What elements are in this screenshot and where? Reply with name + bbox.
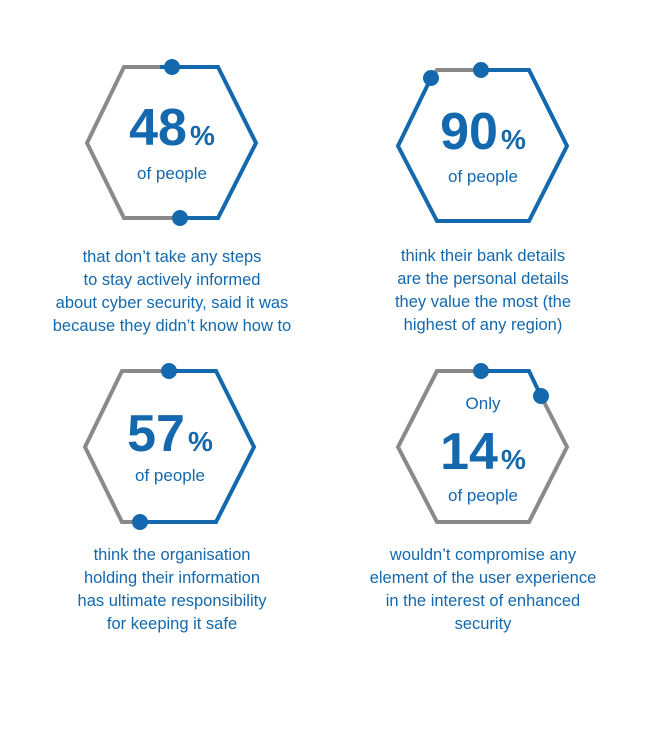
node-dot-right bbox=[533, 388, 549, 404]
caption-line: highest of any region) bbox=[403, 316, 563, 334]
hexagon-badge: 57% of people bbox=[80, 363, 260, 530]
stat-unit: % bbox=[188, 426, 213, 457]
caption-line: security bbox=[454, 615, 512, 633]
node-dot-left bbox=[423, 70, 439, 86]
caption-line: they value the most (the bbox=[394, 293, 572, 311]
stat-label: of people bbox=[135, 466, 205, 485]
caption-line: about cyber security, said it was bbox=[55, 294, 289, 312]
hexagon-grey-segment bbox=[82, 369, 168, 524]
node-dot-top bbox=[473, 62, 489, 78]
hexagon-blue-segment bbox=[140, 369, 257, 524]
stat-caption: wouldn’t compromise any element of the u… bbox=[333, 544, 633, 636]
caption-line: are the personal details bbox=[397, 270, 569, 288]
caption-line: wouldn’t compromise any bbox=[389, 546, 577, 564]
node-dot-bottom bbox=[172, 210, 188, 226]
stat-unit: % bbox=[501, 444, 526, 475]
stat-card-1: 48% of people that don’t take any steps … bbox=[22, 59, 322, 350]
hexagon-badge: Only 14% of people bbox=[393, 363, 573, 524]
caption-line: in the interest of enhanced bbox=[385, 592, 581, 610]
stat-card-2: 90% of people think their bank details a… bbox=[333, 62, 633, 353]
hexagon-grey-segment bbox=[84, 65, 180, 220]
hexagon-blue-segment bbox=[395, 68, 570, 223]
stat-prefix: Only bbox=[466, 394, 501, 413]
stat-label: of people bbox=[448, 167, 518, 186]
caption-line: think their bank details bbox=[400, 247, 566, 265]
hexagon-blue-segment bbox=[481, 369, 543, 397]
svg-text:90%: 90% bbox=[440, 103, 526, 161]
svg-text:57%: 57% bbox=[127, 405, 213, 463]
hexagon-grey-segment bbox=[395, 369, 570, 524]
stat-label: of people bbox=[137, 164, 207, 183]
caption-line: element of the user experience bbox=[369, 569, 597, 587]
hexagon-blue-segment bbox=[160, 65, 259, 220]
stat-caption: think their bank details are the persona… bbox=[333, 245, 633, 337]
caption-line: holding their information bbox=[83, 569, 261, 587]
caption-line: that don’t take any steps bbox=[82, 248, 262, 266]
caption-line: think the organisation bbox=[93, 546, 251, 564]
stat-value: 90 bbox=[440, 103, 498, 161]
stat-unit: % bbox=[190, 120, 215, 151]
svg-text:14%: 14% bbox=[440, 423, 526, 481]
caption-line: because they didn’t know how to bbox=[52, 317, 292, 335]
caption-line: to stay actively informed bbox=[83, 271, 261, 289]
caption-line: for keeping it safe bbox=[106, 615, 238, 633]
stat-caption: think the organisation holding their inf… bbox=[22, 544, 322, 636]
svg-text:48%: 48% bbox=[129, 99, 215, 157]
stat-label: of people bbox=[448, 486, 518, 505]
hexagon-badge: 48% of people bbox=[82, 59, 262, 226]
node-dot-top bbox=[164, 59, 180, 75]
stat-value: 14 bbox=[440, 423, 498, 481]
hexagon-badge: 90% of people bbox=[393, 62, 573, 223]
node-dot-top bbox=[161, 363, 177, 379]
node-dot-bottom bbox=[132, 514, 148, 530]
stat-card-4: Only 14% of people wouldn’t compromise a… bbox=[333, 363, 633, 654]
stat-value: 57 bbox=[127, 405, 185, 463]
stat-caption: that don’t take any steps to stay active… bbox=[22, 246, 322, 338]
stat-unit: % bbox=[501, 124, 526, 155]
node-dot-top bbox=[473, 363, 489, 379]
stat-value: 48 bbox=[129, 99, 187, 157]
stat-card-3: 57% of people think the organisation hol… bbox=[22, 363, 322, 654]
caption-line: has ultimate responsibility bbox=[77, 592, 267, 610]
